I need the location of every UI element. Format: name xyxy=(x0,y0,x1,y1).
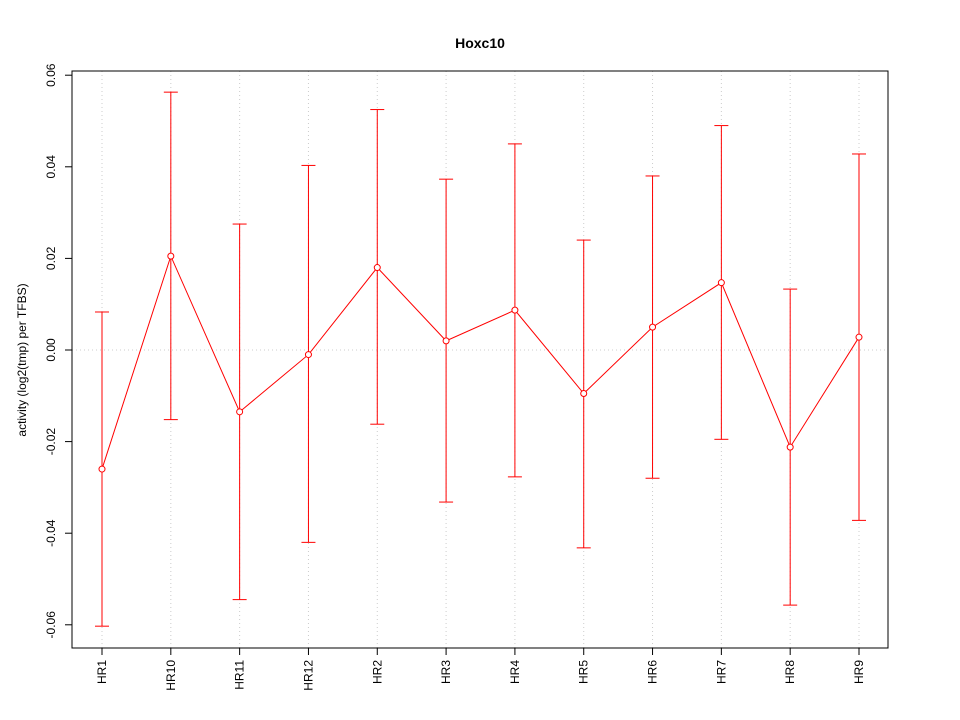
plot-frame xyxy=(71,70,889,649)
y-axis-label: activity (log2(tmp) per TFBS) xyxy=(15,283,29,436)
y-tick-label: 0.04 xyxy=(44,155,58,179)
data-point xyxy=(580,390,588,398)
y-tick-label: -0.04 xyxy=(44,519,58,547)
data-point xyxy=(649,323,657,331)
x-tick-label: HR6 xyxy=(646,660,660,684)
grid xyxy=(72,71,888,648)
y-tick-label: -0.06 xyxy=(44,611,58,639)
x-tick-label: HR2 xyxy=(370,660,384,684)
x-tick-label: HR8 xyxy=(783,660,797,684)
x-tick-label: HR1 xyxy=(95,660,109,684)
data-point xyxy=(304,351,312,359)
series-layer xyxy=(95,91,866,627)
x-tick-label: HR3 xyxy=(439,660,453,684)
x-tick-label: HR4 xyxy=(508,660,522,684)
series-line xyxy=(101,254,860,470)
data-point xyxy=(167,252,175,260)
chart-title: Hoxc10 xyxy=(455,35,505,51)
x-tick-label: HR5 xyxy=(577,660,591,684)
y-tick-label: 0.06 xyxy=(44,63,58,87)
x-tick-label: HR9 xyxy=(852,660,866,684)
y-tick-label: 0.00 xyxy=(44,338,58,362)
y-tick-label: -0.02 xyxy=(44,428,58,456)
data-point xyxy=(855,333,863,341)
data-point xyxy=(442,337,450,345)
x-tick-label: HR10 xyxy=(164,660,178,691)
y-tick-label: 0.02 xyxy=(44,246,58,270)
x-tick-label: HR12 xyxy=(301,660,315,691)
data-point xyxy=(511,306,519,314)
data-point xyxy=(786,443,794,451)
axes: -0.06 -0.04 -0.02 0.00 0.02 0.04 0.06 HR1 HR10 HR… xyxy=(44,63,866,690)
data-point xyxy=(373,264,381,272)
x-tick-label: HR11 xyxy=(233,660,247,690)
x-tick-label: HR7 xyxy=(714,660,728,684)
data-point xyxy=(717,279,725,287)
data-point xyxy=(236,408,244,416)
data-point xyxy=(98,465,106,473)
